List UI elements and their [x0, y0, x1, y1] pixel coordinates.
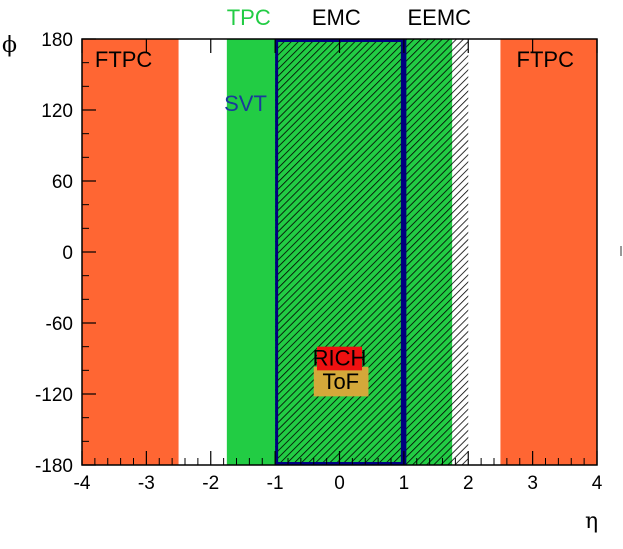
- tof-label-7: ToF: [322, 369, 359, 394]
- eemc-region-5: [403, 39, 469, 465]
- y-tick-label: -60: [46, 314, 73, 335]
- y-tick-label: -180: [35, 456, 73, 477]
- x-tick-label: -4: [74, 473, 91, 494]
- y-tick-label: 180: [41, 30, 73, 51]
- rich-label-6: RICH: [313, 346, 367, 371]
- x-tick-label: -2: [202, 473, 219, 494]
- x-tick-label: -1: [267, 473, 284, 494]
- ftpc-region-1: [500, 39, 597, 465]
- y-axis-label: ϕ: [2, 33, 17, 58]
- x-tick-label: 3: [527, 473, 538, 494]
- y-tick-label: 0: [62, 243, 73, 264]
- y-tick-label: 60: [52, 172, 73, 193]
- rich-region-6: [316, 346, 363, 371]
- emc-label-4: EMC: [312, 5, 361, 30]
- x-tick-label: 1: [399, 473, 410, 494]
- svt-label-3: SVT: [224, 91, 267, 116]
- ftpc-region-0: [82, 39, 179, 465]
- x-tick-label: 4: [592, 473, 603, 494]
- x-tick-label: 2: [463, 473, 474, 494]
- eemc-label-5: EEMC: [408, 5, 472, 30]
- ftpc-label-1: FTPC: [517, 47, 575, 72]
- x-axis-label: η: [585, 509, 598, 534]
- x-tick-label: 0: [334, 473, 345, 494]
- y-tick-label: 120: [41, 101, 73, 122]
- x-tick-label: -3: [138, 473, 155, 494]
- emc-region-4: [275, 39, 404, 465]
- tof-region-7: [313, 366, 369, 397]
- tpc-label-2: TPC: [227, 5, 271, 30]
- ftpc-label-0: FTPC: [95, 47, 153, 72]
- y-tick-label: -120: [35, 385, 73, 406]
